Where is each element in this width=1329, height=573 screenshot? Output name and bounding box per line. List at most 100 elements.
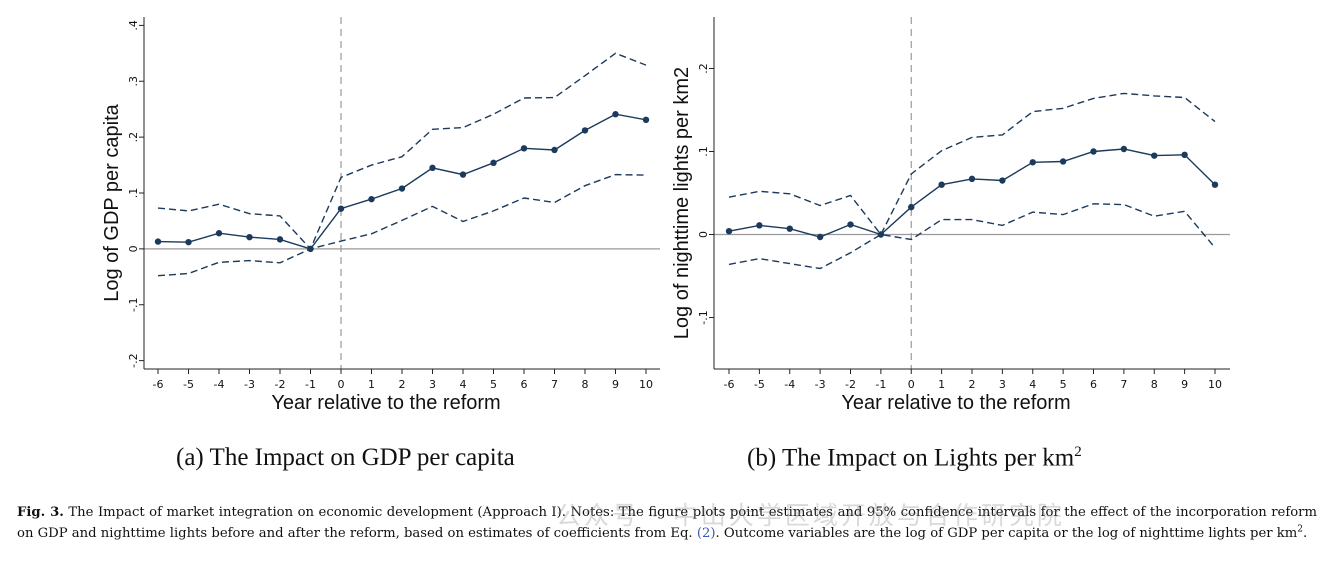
x-tick-label: 5 [490,378,497,391]
estimate-point [1029,159,1036,166]
x-tick-label: -2 [275,378,286,391]
estimate-point [459,171,467,178]
x-tick-label: 2 [969,378,976,391]
y-tick-label: .2 [127,132,140,143]
y-tick-label: -.1 [127,298,140,312]
estimate-point [1181,151,1188,159]
estimate-point [999,177,1006,184]
x-tick-label: 4 [460,378,467,391]
lower-ci-line [728,203,1216,270]
x-tick-label: 7 [1120,378,1127,391]
estimate-point [337,205,345,212]
estimate-point [642,116,650,124]
x-tick-label: 7 [551,378,558,391]
y-axis-label: Log of nighttime lights per km2 [671,67,693,339]
estimate-point [847,221,854,228]
x-tick-label: 10 [1208,378,1222,391]
estimate-point [1120,145,1128,153]
panel-lights: -.1 0 .1 .2 -6 -5 -4 -3 -2 -1 0 1 2 3 4 5 6 7 8 9 10 Year rel… [671,17,1230,414]
figure-caption: Fig. 3. The Impact of market integration… [17,502,1317,544]
x-tick-label: 10 [639,378,653,391]
estimate-point [877,231,885,238]
estimate-point [551,146,558,154]
y-tick-label: -.2 [127,353,140,367]
caption-text-2: . Outcome variables are the log of GDP p… [715,526,1298,541]
x-tick-label: 8 [582,378,589,391]
lower-ci-line [157,173,647,277]
x-tick-label: -6 [153,378,164,391]
x-tick-label: 3 [429,378,436,391]
caption-sup: 2 [1297,524,1303,535]
x-tick-label: 9 [1181,378,1188,391]
watermark: 公众号 · 中山大学区域开放与合作研究院 [556,501,1065,530]
subcaption-b-text: (b) The Impact on Lights per km [747,444,1075,472]
estimate-point [1151,152,1158,159]
x-tick-label: -4 [784,378,795,391]
estimate-point [429,164,436,172]
y-tick-label: .4 [127,20,140,31]
x-tick-label: 1 [938,378,945,391]
estimate-point [816,233,824,241]
estimate-point [520,145,528,152]
caption-label: Fig. 3. [17,505,64,520]
caption-equation-link[interactable]: (2) [696,526,716,541]
caption-text-1: The Impact of market integration on econ… [17,505,1317,541]
x-tick-label: 1 [368,378,375,391]
x-tick-label: -5 [183,378,194,391]
y-tick-label: .2 [697,63,710,74]
y-tick-label: .1 [697,146,710,157]
panel-gdp: -.2 -.1 0 .1 .2 .3 .4 -6 -5 -4 -3 -2 -1 0 1 2 3 4 5 6 7 8 9 10 Y… [101,17,660,414]
x-axis-label: Year relative to the reform [841,392,1070,414]
x-tick-label: 5 [1060,378,1067,391]
estimate-point [612,111,619,118]
y-tick-label: 0 [697,231,710,238]
x-tick-label: 2 [399,378,406,391]
x-tick-label: -6 [724,378,735,391]
x-tick-label: 3 [999,378,1006,391]
estimate-point [154,238,162,245]
subcaption-b-sup: 2 [1074,444,1082,460]
x-tick-label: 9 [612,378,619,391]
upper-ci-line [157,52,647,251]
x-tick-label: -1 [305,378,316,391]
estimate-point [276,236,284,243]
estimate-point [1059,158,1067,165]
subcaption-a: (a) The Impact on GDP per capita [176,444,515,471]
estimate-point [725,227,733,235]
x-tick-label: 8 [1151,378,1158,391]
x-tick-label: -2 [845,378,856,391]
estimate-point [185,238,192,246]
subcaption-b: (b) The Impact on Lights per km2 [747,444,1082,472]
estimate-point [215,230,223,237]
estimate-point [968,175,976,183]
x-tick-label: 6 [1090,378,1097,391]
x-tick-label: 0 [908,378,915,391]
x-tick-label: 4 [1029,378,1036,391]
x-tick-label: 6 [521,378,528,391]
x-tick-label: -1 [875,378,886,391]
estimate-point [908,203,915,211]
estimate-point [756,222,763,229]
estimate-point [1090,148,1097,155]
caption-end: . [1302,526,1308,541]
y-tick-label: -.1 [697,310,710,324]
estimate-line [157,113,647,250]
estimate-point [490,159,497,167]
estimate-point [246,233,253,241]
y-tick-label: 0 [127,245,140,252]
estimate-point [368,195,375,203]
estimate-point [581,127,589,134]
estimate-line [728,148,1216,238]
x-tick-label: -4 [214,378,225,391]
x-tick-label: -3 [244,378,255,391]
x-tick-label: -5 [754,378,765,391]
x-tick-label: 0 [338,378,345,391]
upper-ci-line [728,92,1216,236]
y-tick-label: .1 [127,188,140,199]
estimate-point [786,225,793,232]
x-tick-label: -3 [815,378,826,391]
y-tick-label: .3 [127,76,140,87]
x-axis-label: Year relative to the reform [271,392,500,414]
estimate-point [398,185,406,192]
